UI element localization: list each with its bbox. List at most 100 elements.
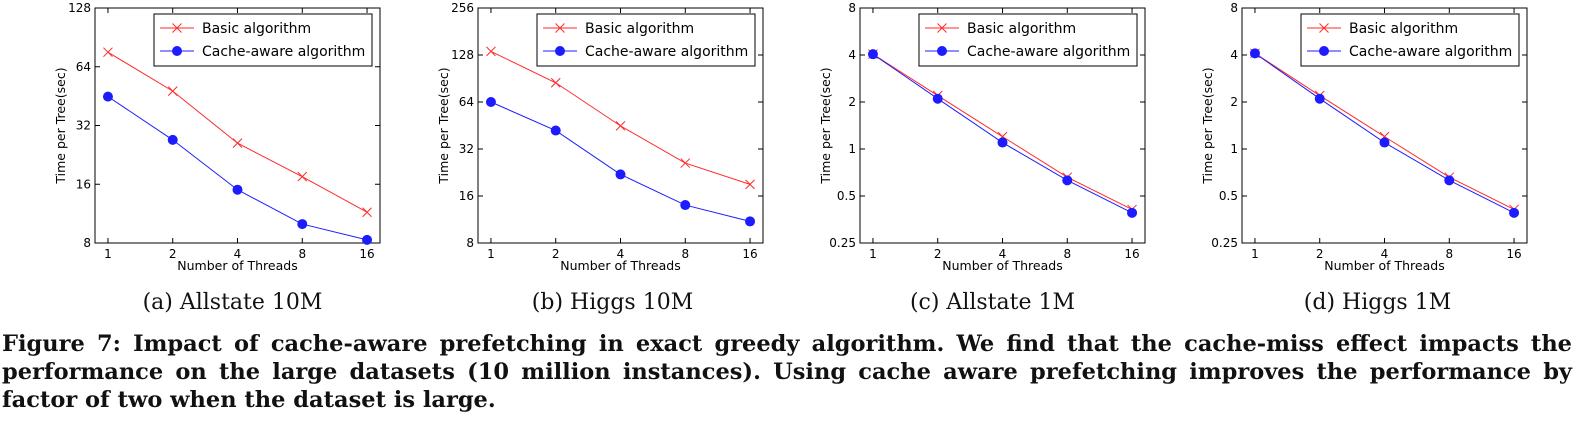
- y-tick-label: 64: [76, 60, 91, 74]
- legend-marker-x: [1319, 23, 1329, 33]
- y-tick-label: 0.5: [837, 189, 856, 203]
- legend-marker-x: [937, 23, 947, 33]
- legend-box: [536, 13, 756, 67]
- data-point-x: [680, 158, 691, 168]
- data-point-circle: [485, 97, 496, 107]
- data-point-x: [103, 47, 113, 58]
- data-point-x: [232, 138, 243, 148]
- y-tick-label: 8: [1230, 1, 1238, 15]
- x-tick-label: 16: [1506, 247, 1521, 261]
- y-tick-label: 16: [459, 189, 474, 203]
- data-point-circle: [1314, 93, 1325, 104]
- y-tick-label: 1: [1230, 142, 1238, 156]
- legend-label: Basic algorithm: [202, 21, 311, 37]
- y-tick-label: 64: [459, 95, 474, 109]
- data-point-circle: [745, 216, 756, 227]
- legend: Basic algorithm Cache-aware algorithm: [153, 13, 373, 67]
- series-line-1: [1254, 52, 1515, 210]
- x-tick-label: 16: [742, 247, 757, 261]
- x-tick-label: 4: [999, 247, 1007, 261]
- subcaption-a: (a) Allstate 10M: [142, 290, 323, 315]
- legend: Basic algorithm Cache-aware algorithm: [536, 13, 756, 67]
- y-axis-label: Time per Tree(sec): [818, 67, 833, 184]
- y-tick-label: 2: [848, 95, 856, 109]
- series-line-2: [1254, 52, 1515, 214]
- data-point-circle: [1444, 175, 1455, 186]
- y-tick-label: 128: [451, 48, 474, 62]
- x-tick-label: 2: [1316, 247, 1324, 261]
- x-axis-label: Number of Threads: [177, 258, 297, 273]
- data-point-circle: [867, 49, 878, 60]
- legend-label: Basic algorithm: [967, 21, 1076, 37]
- legend-label: Cache-aware algorithm: [585, 44, 748, 60]
- data-point-x: [615, 121, 626, 131]
- y-tick-label: 2: [1230, 95, 1238, 109]
- x-tick-label: 8: [1063, 247, 1071, 261]
- x-tick-label: 4: [617, 247, 625, 261]
- legend-label: Cache-aware algorithm: [202, 44, 365, 60]
- chart-2: 8 16 32 64 128 256 1 2 4 8 16 Number of Threads Time…: [436, 1, 764, 273]
- y-tick-label: 0.25: [1211, 236, 1238, 250]
- data-point-circle: [932, 93, 943, 104]
- legend-box: [918, 13, 1138, 67]
- y-tick-label: 32: [459, 142, 474, 156]
- legend-label: Cache-aware algorithm: [1349, 44, 1512, 60]
- y-tick-label: 128: [68, 1, 91, 15]
- data-point-x: [486, 46, 496, 57]
- x-axis-label: Number of Threads: [1324, 258, 1444, 273]
- x-axis-label: Number of Threads: [942, 258, 1062, 273]
- y-axis-label: Time per Tree(sec): [53, 67, 68, 184]
- legend-label: Cache-aware algorithm: [967, 44, 1130, 60]
- y-tick-label: 8: [848, 1, 856, 15]
- data-point-circle: [615, 169, 626, 180]
- series-line-2: [872, 53, 1133, 214]
- y-tick-label: 1: [848, 142, 856, 156]
- x-tick-label: 8: [298, 247, 306, 261]
- y-tick-label: 256: [451, 1, 474, 15]
- y-axis-label: Time per Tree(sec): [436, 67, 451, 184]
- x-tick-label: 8: [1445, 247, 1453, 261]
- subcaption-d: (d) Higgs 1M: [1303, 290, 1452, 315]
- data-point-x: [745, 179, 755, 190]
- data-point-circle: [550, 125, 561, 136]
- x-tick-label: 16: [359, 247, 374, 261]
- x-tick-label: 4: [234, 247, 242, 261]
- legend-box: [1300, 13, 1520, 67]
- x-tick-label: 1: [487, 247, 495, 261]
- data-point-circle: [997, 137, 1008, 148]
- legend-marker-circle: [937, 46, 947, 56]
- legend: Basic algorithm Cache-aware algorithm: [918, 13, 1138, 67]
- data-point-circle: [1379, 137, 1390, 148]
- y-tick-label: 4: [1230, 48, 1238, 62]
- y-tick-label: 4: [848, 48, 856, 62]
- y-tick-label: 32: [76, 119, 91, 133]
- data-point-circle: [680, 200, 691, 211]
- data-point-circle: [362, 234, 373, 245]
- series-line-2: [490, 101, 751, 222]
- y-tick-label: 8: [83, 236, 91, 250]
- y-tick-label: 0.5: [1219, 189, 1238, 203]
- data-point-circle: [1062, 175, 1073, 186]
- subcaption-c: (c) Allstate 1M: [909, 290, 1076, 315]
- x-tick-label: 16: [1124, 247, 1139, 261]
- data-point-circle: [167, 134, 178, 145]
- x-tick-label: 2: [934, 247, 942, 261]
- data-point-circle: [1127, 207, 1138, 218]
- x-tick-label: 8: [681, 247, 689, 261]
- y-tick-label: 0.25: [829, 236, 856, 250]
- legend-marker-x: [555, 23, 565, 33]
- series-line-1: [490, 50, 751, 185]
- legend-label: Basic algorithm: [585, 21, 694, 37]
- data-point-circle: [102, 91, 113, 102]
- series-line-1: [872, 53, 1133, 210]
- data-point-x: [362, 207, 372, 218]
- chart-1: 8 16 32 64 128 1 2 4 8 16 Number of Threads Time pe…: [53, 1, 381, 273]
- figure-caption: Figure 7: Impact of cache-aware prefetch…: [2, 331, 1572, 413]
- y-axis-label: Time per Tree(sec): [1200, 67, 1215, 184]
- legend-marker-circle: [555, 46, 565, 56]
- x-tick-label: 1: [104, 247, 112, 261]
- data-point-circle: [232, 184, 243, 195]
- data-point-x: [297, 171, 308, 182]
